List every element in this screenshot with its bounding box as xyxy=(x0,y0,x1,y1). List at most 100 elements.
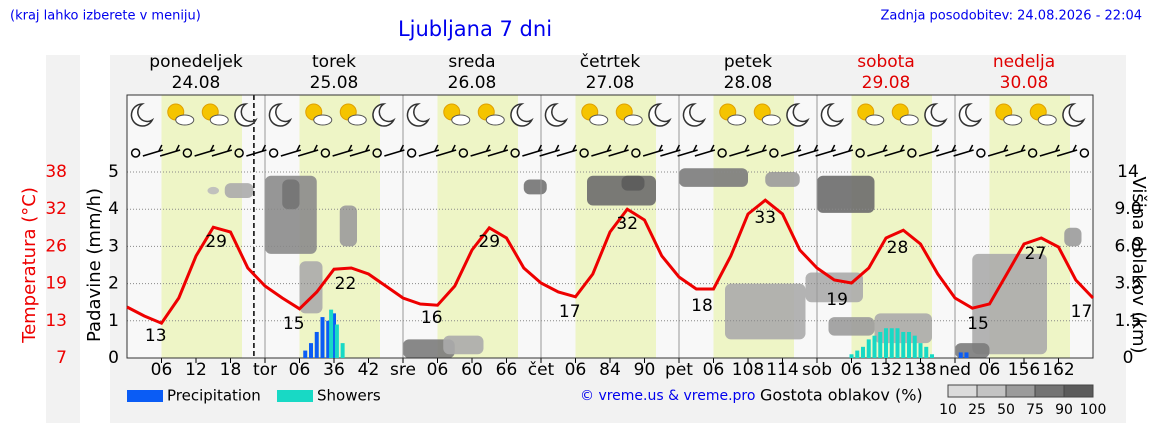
y-axis-label: Padavine (mm/h) xyxy=(84,188,105,342)
cloud-cell xyxy=(817,175,875,213)
cloud-icon xyxy=(1037,114,1057,126)
x-tick-label: 06 xyxy=(841,360,863,380)
wind-barb xyxy=(246,144,267,157)
wind-barb xyxy=(746,144,767,157)
cloud-cell xyxy=(765,172,800,187)
cloud-legend-label: 75 xyxy=(1026,402,1044,418)
calm-icon xyxy=(268,148,279,158)
wind-barb xyxy=(1056,144,1078,157)
wind-barb xyxy=(435,144,457,157)
precip-bar xyxy=(326,320,331,358)
y-tick-label: 5 xyxy=(108,162,119,182)
temp-tick-label: 26 xyxy=(45,236,67,256)
temp-label: 17 xyxy=(559,302,581,322)
cloud-cell xyxy=(874,313,932,344)
x-tick-label: sre xyxy=(390,360,416,380)
y2-tick-label: 9.0 xyxy=(1114,199,1141,219)
left-panel xyxy=(46,55,80,423)
cloud-cell xyxy=(443,335,484,355)
temperature-line xyxy=(126,198,1095,326)
daylight-band xyxy=(161,95,242,358)
x-tick-label: 60 xyxy=(461,360,483,380)
wind-barb xyxy=(280,144,302,157)
precip-bar xyxy=(314,331,319,358)
calm-icon xyxy=(182,148,193,158)
moon-icon xyxy=(510,103,534,127)
wind-barb xyxy=(642,144,664,157)
temp-label: 22 xyxy=(335,274,357,294)
calm-icon xyxy=(234,148,244,158)
day-date: 26.08 xyxy=(448,73,497,93)
temp-label: 16 xyxy=(421,308,443,328)
wind-barb xyxy=(780,144,802,157)
precip-bar xyxy=(924,346,929,358)
precip-bar xyxy=(895,328,900,358)
x-tick-label: 18 xyxy=(220,360,242,380)
cloud-cell xyxy=(725,283,806,340)
moon-icon xyxy=(234,103,258,127)
precip-bar xyxy=(320,317,325,358)
cloud-icon xyxy=(485,114,505,126)
y-tick-label: 2 xyxy=(108,274,119,294)
precip-bar xyxy=(309,343,313,358)
wind-barb xyxy=(539,144,560,157)
wind-barb xyxy=(211,144,233,157)
moon-icon xyxy=(786,103,810,127)
wind-barb xyxy=(953,144,974,157)
y-tick-label: 3 xyxy=(108,236,119,256)
cloud-icon xyxy=(313,114,333,126)
moon-icon xyxy=(130,103,155,127)
precip-bar xyxy=(872,335,877,358)
calm-icon xyxy=(1079,148,1090,158)
wind-barb xyxy=(1039,144,1061,157)
wind-barb xyxy=(332,144,353,157)
day-name: četrtek xyxy=(580,52,641,72)
precip-bar xyxy=(964,352,969,358)
precip-bar xyxy=(930,354,934,358)
calm-icon xyxy=(320,148,331,158)
title: Ljubljana 7 dni xyxy=(398,17,552,41)
temp-label: 17 xyxy=(1071,302,1093,322)
wind-barb xyxy=(867,144,888,157)
cloud-cell xyxy=(955,343,990,358)
wind-barb xyxy=(918,144,940,157)
y-tick-label: 1 xyxy=(108,311,119,331)
cloud-cell xyxy=(207,186,219,195)
x-tick-label: 06 xyxy=(289,360,311,380)
wind-barb xyxy=(608,144,629,157)
precip-bar xyxy=(901,331,906,358)
x-tick-label: 108 xyxy=(732,360,764,380)
moon-icon xyxy=(1062,103,1086,127)
temp-label: 27 xyxy=(1025,244,1047,264)
wind-barb xyxy=(832,144,854,157)
precip-bar xyxy=(861,346,865,358)
wind-barb xyxy=(694,144,716,157)
day-date: 30.08 xyxy=(1000,73,1049,93)
legend-label: Showers xyxy=(317,387,381,405)
cloud-icon xyxy=(1003,114,1023,126)
calm-icon xyxy=(976,148,986,158)
temp-tick-label: 19 xyxy=(45,274,67,294)
calm-icon xyxy=(1027,148,1038,158)
calm-icon xyxy=(855,148,865,158)
x-tick-label: 06 xyxy=(427,360,449,380)
x-tick-label: 12 xyxy=(185,360,207,380)
temp-label: 33 xyxy=(754,208,776,228)
precip-bar xyxy=(878,331,883,358)
cloud-cell xyxy=(828,317,875,336)
calm-icon xyxy=(769,148,779,158)
x-tick-label: 90 xyxy=(634,360,656,380)
wind-barb xyxy=(194,144,215,157)
x-tick-label: 06 xyxy=(565,360,587,380)
wind-barb xyxy=(815,144,836,157)
temp-label: 29 xyxy=(478,232,500,252)
cloud-legend-box xyxy=(1034,384,1065,398)
y2-tick-label: 3.5 xyxy=(1114,274,1141,294)
x-tick-label: tor xyxy=(253,360,277,380)
calm-icon xyxy=(631,148,641,158)
cloud-cell xyxy=(1064,227,1082,247)
x-tick-label: 66 xyxy=(496,360,518,380)
cloud-cell xyxy=(224,183,254,199)
cloud-icon xyxy=(209,114,229,126)
wind-barb xyxy=(591,144,612,157)
